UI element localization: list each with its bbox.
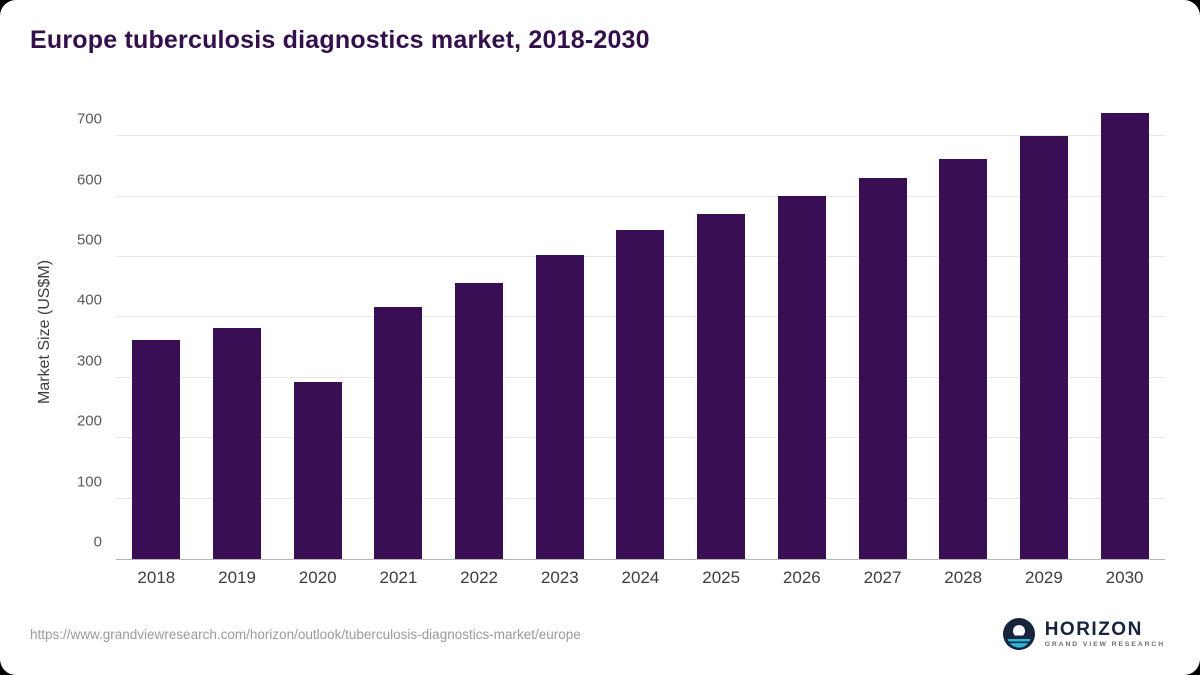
- y-tick-label: 700: [76, 110, 102, 128]
- horizon-circle-icon: [1002, 617, 1036, 651]
- x-axis-labels: 2018 2019 2020 2021 2022 2023 2024 2025 2026 2027…: [116, 568, 1165, 588]
- x-tick-label: 2022: [460, 568, 498, 587]
- bar-2030: [1100, 113, 1149, 559]
- bar-slot: [600, 103, 681, 559]
- x-tick-label: 2018: [137, 568, 176, 587]
- logo-name: HORIZON: [1044, 618, 1143, 640]
- bar-2026: [777, 196, 826, 559]
- bar-2029: [1019, 136, 1068, 559]
- bar-slot: [842, 103, 923, 559]
- bar-2027: [858, 177, 907, 559]
- x-tick-label: 2023: [540, 568, 579, 587]
- y-tick-label: 400: [76, 291, 102, 309]
- chart-area: Market Size (US$M) 0 100 200 300 400 500 600 70…: [30, 103, 1165, 560]
- bar-2021: [374, 306, 423, 559]
- bar-slot: [197, 103, 278, 559]
- page-title: Europe tuberculosis diagnostics market, …: [30, 26, 650, 54]
- bar-2019: [213, 328, 262, 559]
- x-tick-label: 2025: [702, 568, 741, 587]
- bar-2024: [616, 230, 665, 559]
- logo-subtitle: GRAND VIEW RESEARCH: [1044, 640, 1165, 648]
- x-tick-label: 2030: [1105, 568, 1144, 587]
- bar-2022: [455, 282, 504, 559]
- bar-slot: [358, 103, 439, 559]
- bar-slot: [681, 103, 762, 559]
- x-tick-label: 2029: [1024, 568, 1063, 587]
- gridline: [116, 135, 1165, 137]
- x-tick-label: 2019: [218, 568, 256, 587]
- bars-container: [116, 103, 1165, 559]
- gridline: [116, 195, 1165, 197]
- bar-slot: [519, 103, 600, 559]
- bar-slot: [116, 103, 197, 559]
- x-tick-label: 2020: [298, 568, 337, 587]
- x-tick-label: 2024: [621, 568, 660, 587]
- x-tick-label: 2028: [944, 568, 983, 587]
- x-tick-label: 2027: [863, 568, 902, 587]
- bar-slot: [439, 103, 520, 559]
- y-tick-label: 200: [76, 412, 102, 430]
- source-url[interactable]: https://www.grandviewresearch.com/horizo…: [30, 626, 581, 642]
- bar-2025: [697, 214, 746, 559]
- y-axis-label: Market Size (US$M): [36, 259, 53, 404]
- y-tick-label: 100: [76, 473, 102, 491]
- x-tick-label: 2026: [782, 568, 821, 587]
- footer: https://www.grandviewresearch.com/horizo…: [30, 611, 1165, 657]
- y-tick-label: 600: [76, 171, 102, 189]
- plot-area: 0 100 200 300 400 500 600 700: [77, 103, 1165, 560]
- bar-slot: [762, 103, 843, 559]
- x-tick-label: 2021: [379, 568, 418, 587]
- bar-slot: [923, 103, 1004, 559]
- bar-2020: [293, 382, 342, 559]
- bar-slot: [1004, 103, 1085, 559]
- bar-slot: [277, 103, 358, 559]
- y-tick-label: 0: [93, 533, 102, 551]
- y-tick-label: 500: [76, 231, 102, 249]
- bar-2028: [939, 158, 988, 559]
- logo-text: HORIZON GRAND VIEW RESEARCH: [1045, 620, 1165, 649]
- bar-2018: [132, 340, 181, 559]
- bar-2023: [535, 255, 584, 559]
- brand-logo: HORIZON GRAND VIEW RESEARCH: [1002, 617, 1165, 651]
- bar-slot: [1084, 103, 1165, 559]
- y-tick-label: 300: [76, 352, 102, 370]
